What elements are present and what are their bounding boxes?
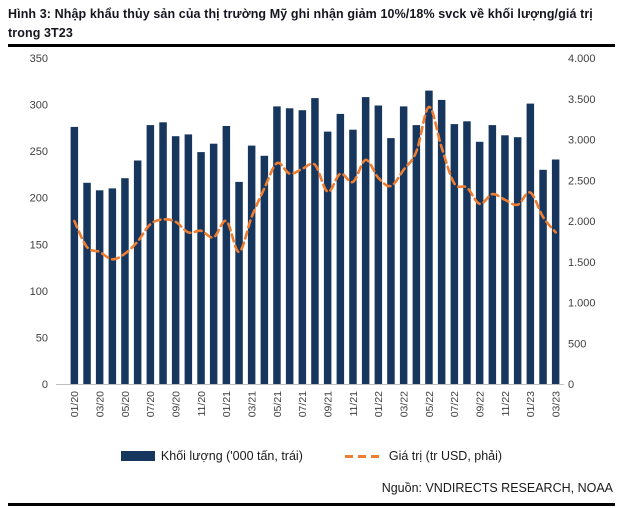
volume-bar: [412, 125, 421, 384]
figure-title: Hình 3: Nhập khẩu thủy sản của thị trườn…: [8, 7, 593, 40]
x-tick-label: 07/20: [145, 391, 157, 417]
volume-bar: [209, 143, 218, 384]
legend-item-value: Giá trị (tr USD, phải): [344, 449, 503, 463]
volume-bar: [121, 178, 129, 384]
x-tick-label: 11/22: [500, 391, 512, 417]
volume-bar: [83, 182, 91, 384]
volume-bar: [146, 125, 155, 384]
y-left-tick-label: 200: [30, 193, 48, 205]
seafood-import-combo-chart: 0 50 100 150 200 250 300 350 0 500 1.000 1.500 2.000…: [30, 53, 596, 417]
volume-bar: [235, 181, 243, 384]
volume-bar: [197, 152, 205, 384]
x-tick-label: 01/23: [525, 391, 537, 417]
volume-bar: [501, 135, 509, 384]
volume-bar: [184, 134, 193, 384]
y-left-tick-label: 350: [30, 53, 48, 65]
volume-bar: [133, 160, 142, 384]
volume-bar: [222, 126, 231, 384]
volume-bar: [374, 105, 383, 384]
volume-bar: [539, 169, 547, 384]
x-tick-label: 11/20: [196, 391, 208, 417]
legend-item-volume: Khối lượng ('000 tấn, trái): [120, 449, 303, 463]
volume-bar-swatch: [120, 451, 155, 461]
volume-bar: [298, 110, 307, 384]
volume-bar: [437, 99, 446, 385]
chart-legend: Khối lượng ('000 tấn, trái) Giá trị (tr …: [0, 449, 623, 463]
volume-bar: [450, 124, 459, 384]
x-tick-label: 03/21: [247, 391, 259, 417]
x-tick-label: 01/21: [221, 391, 233, 417]
volume-bar: [349, 129, 357, 384]
volume-bar: [171, 136, 180, 384]
x-tick-label: 03/22: [399, 391, 411, 417]
volume-bar: [95, 190, 104, 384]
x-tick-label: 01/20: [69, 391, 81, 417]
value-line: [73, 105, 557, 261]
volume-bar: [551, 159, 560, 384]
x-tick-label: 05/20: [120, 391, 132, 417]
volume-bar: [488, 125, 497, 384]
y-left-tick-label: 150: [30, 239, 48, 251]
x-tick-label: 03/23: [551, 391, 563, 417]
volume-bar: [475, 141, 484, 384]
y-right-tick-label: 3.500: [568, 94, 596, 106]
legend-value-label: Giá trị (tr USD, phải): [388, 449, 503, 463]
x-tick-label: 07/22: [449, 391, 461, 417]
volume-bar: [387, 138, 395, 384]
y-left-tick-label: 0: [42, 379, 48, 391]
volume-bar: [399, 106, 408, 385]
x-tick-label: 09/20: [171, 391, 183, 417]
volume-bar: [285, 108, 294, 385]
x-tick-label: 01/22: [373, 391, 385, 417]
y-right-tick-label: 4.000: [568, 53, 596, 65]
volume-bar: [260, 155, 269, 384]
legend-volume-label: Khối lượng ('000 tấn, trái): [160, 449, 303, 463]
x-tick-label: 07/21: [297, 391, 309, 417]
x-tick-label: 11/21: [348, 391, 360, 417]
volume-bar: [159, 122, 167, 385]
x-tick-label: 09/21: [323, 391, 335, 417]
y-right-tick-label: 0: [568, 379, 574, 391]
source-note: Nguồn: VNDIRECTS RESEARCH, NOAA: [381, 481, 613, 495]
volume-bar: [323, 131, 332, 384]
bottom-divider: [8, 503, 615, 506]
value-dashed-line-swatch: [344, 454, 383, 458]
title-divider: [8, 44, 615, 47]
volume-bar: [336, 113, 345, 385]
volume-bar: [247, 145, 256, 384]
y-right-tick-label: 1.500: [568, 257, 596, 269]
y-right-tick-label: 2.000: [568, 216, 596, 228]
volume-bar: [108, 188, 117, 384]
y-left-tick-label: 250: [30, 146, 48, 158]
y-right-tick-label: 1.000: [568, 298, 596, 310]
volume-bar: [273, 106, 281, 385]
y-right-tick-label: 500: [568, 338, 586, 350]
y-left-tick-label: 100: [30, 286, 48, 298]
volume-bar: [463, 121, 471, 385]
y-right-tick-label: 3.000: [568, 135, 596, 147]
x-tick-label: 05/21: [272, 391, 284, 417]
y-left-tick-label: 300: [30, 100, 48, 112]
volume-bar: [70, 126, 79, 385]
volume-bar: [311, 98, 319, 384]
volume-bar: [361, 97, 370, 384]
x-tick-label: 05/22: [424, 391, 436, 417]
x-tick-label: 03/20: [95, 391, 107, 417]
volume-bar: [513, 137, 522, 384]
x-tick-label: 09/22: [475, 391, 487, 417]
volume-bar: [526, 103, 535, 384]
y-left-tick-label: 50: [36, 332, 48, 344]
y-right-tick-label: 2.500: [568, 175, 596, 187]
volume-bar: [425, 90, 433, 384]
